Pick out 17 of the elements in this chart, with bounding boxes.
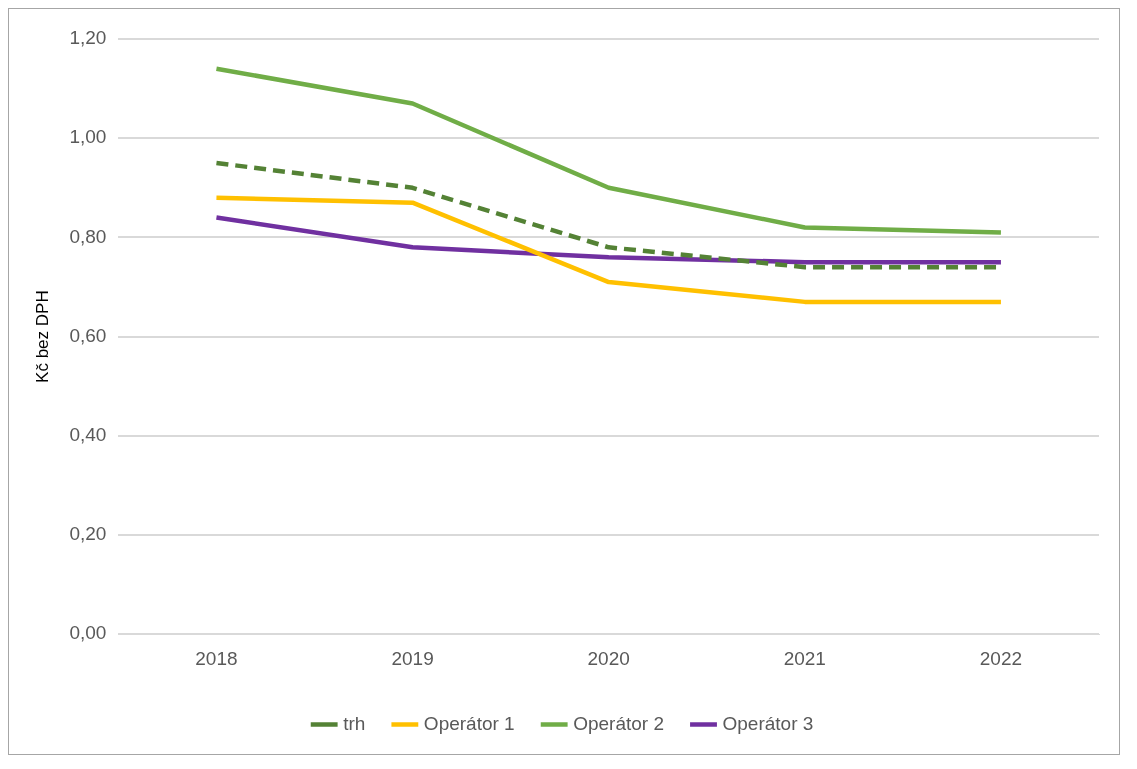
y-tick-label: 0,40 [69, 424, 107, 446]
y-tick-label: 1,20 [69, 27, 107, 49]
legend-label: Operátor 1 [423, 712, 515, 734]
legend-label: Operátor 3 [722, 712, 814, 734]
x-tick-label: 2018 [195, 647, 238, 669]
legend-label: Operátor 2 [573, 712, 664, 734]
x-tick-label: 2020 [587, 647, 630, 669]
x-tick-label: 2022 [979, 647, 1023, 669]
y-tick-label: 0,60 [69, 324, 107, 346]
x-tick-label: 2019 [391, 647, 434, 669]
legend-label: trh [343, 712, 366, 734]
y-tick-label: 0,80 [69, 225, 107, 247]
x-tick-label: 2021 [783, 647, 826, 669]
y-tick-label: 1,00 [69, 126, 107, 148]
y-tick-label: 0,00 [69, 622, 107, 644]
y-tick-label: 0,20 [69, 523, 107, 545]
y-axis-title: Kč bez DPH [32, 290, 52, 383]
